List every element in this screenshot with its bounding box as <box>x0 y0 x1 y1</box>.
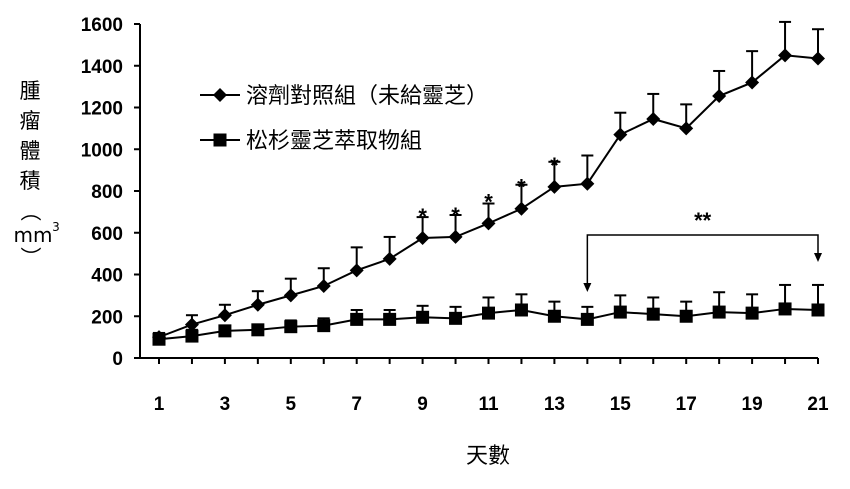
square-marker <box>712 305 726 319</box>
square-marker <box>547 309 561 323</box>
y-axis-label-char: ） <box>18 247 42 268</box>
y-axis-label-char: mm <box>14 223 53 247</box>
y-tick-label: 1000 <box>81 140 123 161</box>
y-tick-label: 600 <box>91 224 123 245</box>
diamond-marker <box>580 176 595 191</box>
square-marker <box>646 307 660 321</box>
square-marker <box>416 310 430 324</box>
legend: 溶劑對照組（未給靈芝） 松杉靈芝萃取物組 <box>200 84 488 154</box>
diamond-marker <box>778 48 793 63</box>
diamond-marker <box>382 251 397 266</box>
x-tick-label: 3 <box>220 394 231 415</box>
diamond-marker <box>712 89 727 104</box>
legend-label: 松杉靈芝萃取物組 <box>246 129 422 154</box>
diamond-marker <box>811 51 825 66</box>
significance-star: * <box>517 175 526 200</box>
y-tick-label: 0 <box>112 349 123 370</box>
square-marker <box>350 312 364 326</box>
y-tick-label: 200 <box>91 307 123 328</box>
significance-annotations: * ****** <box>418 153 822 292</box>
square-marker <box>251 323 265 337</box>
y-axis-label-char: 積 <box>20 169 41 193</box>
x-tick-label: 19 <box>742 394 763 415</box>
square-marker <box>679 309 693 323</box>
error-bars <box>153 20 824 340</box>
diamond-marker <box>349 263 364 278</box>
x-tick-label: 7 <box>351 394 362 415</box>
x-axis-label: 天數 <box>466 444 510 469</box>
square-marker <box>317 319 331 333</box>
x-tick-label: 17 <box>676 394 697 415</box>
square-marker <box>613 305 627 319</box>
diamond-marker <box>415 230 430 245</box>
significance-star: * <box>550 153 559 178</box>
y-tick-label: 800 <box>91 182 123 203</box>
x-tick-label: 5 <box>286 394 297 415</box>
square-marker <box>185 329 199 343</box>
x-tick-label: 13 <box>544 394 565 415</box>
diamond-marker <box>745 75 760 90</box>
significance-star: * <box>418 204 427 229</box>
square-marker <box>580 312 594 326</box>
x-tick-label: 11 <box>478 394 499 415</box>
square-marker <box>514 303 528 317</box>
diamond-marker <box>316 278 331 293</box>
diamond-marker <box>514 201 529 216</box>
square-marker <box>811 303 825 317</box>
x-tick-label: 1 <box>154 394 165 415</box>
legend-diamond-marker <box>213 88 227 102</box>
diamond-marker <box>283 288 298 303</box>
square-marker <box>218 324 232 338</box>
x-tick-label: 21 <box>807 394 829 415</box>
diamond-marker <box>250 297 265 312</box>
significance-double-star: ** <box>694 208 712 233</box>
y-axis-label-char: 腫 <box>20 79 41 103</box>
y-axis-label-char: （ <box>18 201 42 222</box>
series-markers <box>152 48 825 346</box>
square-marker <box>745 306 759 320</box>
x-tick-label: 9 <box>417 394 428 415</box>
x-axis-ticks: 1 3 5 7 9 11 13 15 17 19 21 <box>154 358 829 415</box>
square-marker <box>152 332 166 346</box>
significance-bracket <box>586 234 819 284</box>
y-axis-ticks: 0 200 400 600 800 1000 1200 1400 1600 <box>81 15 140 370</box>
diamond-marker <box>448 229 463 244</box>
square-marker <box>778 302 792 316</box>
diamond-marker <box>481 216 496 231</box>
y-tick-label: 1200 <box>81 99 123 120</box>
diamond-marker <box>613 127 628 142</box>
square-marker <box>482 306 495 320</box>
bracket-arrow-right <box>814 253 822 262</box>
legend-label: 溶劑對照組（未給靈芝） <box>246 84 488 109</box>
diamond-marker <box>217 308 232 323</box>
significance-star: * <box>484 189 493 214</box>
square-marker <box>284 320 298 334</box>
y-axis-label-char: 3 <box>52 220 60 234</box>
y-axis-label-char: 體 <box>20 139 41 163</box>
diamond-marker <box>646 111 661 126</box>
x-tick-label: 15 <box>610 394 632 415</box>
diamond-marker <box>184 317 199 332</box>
square-marker <box>383 312 397 326</box>
diamond-marker <box>547 179 562 194</box>
bracket-arrow-left <box>583 283 592 292</box>
y-tick-label: 1400 <box>81 57 123 78</box>
legend-square-marker <box>213 133 227 147</box>
diamond-marker <box>679 121 694 136</box>
square-marker <box>449 311 463 325</box>
y-tick-label: 1600 <box>81 15 123 36</box>
y-tick-label: 400 <box>91 266 123 287</box>
y-axis-label-char: 瘤 <box>20 109 41 133</box>
significance-star: * <box>451 203 460 228</box>
